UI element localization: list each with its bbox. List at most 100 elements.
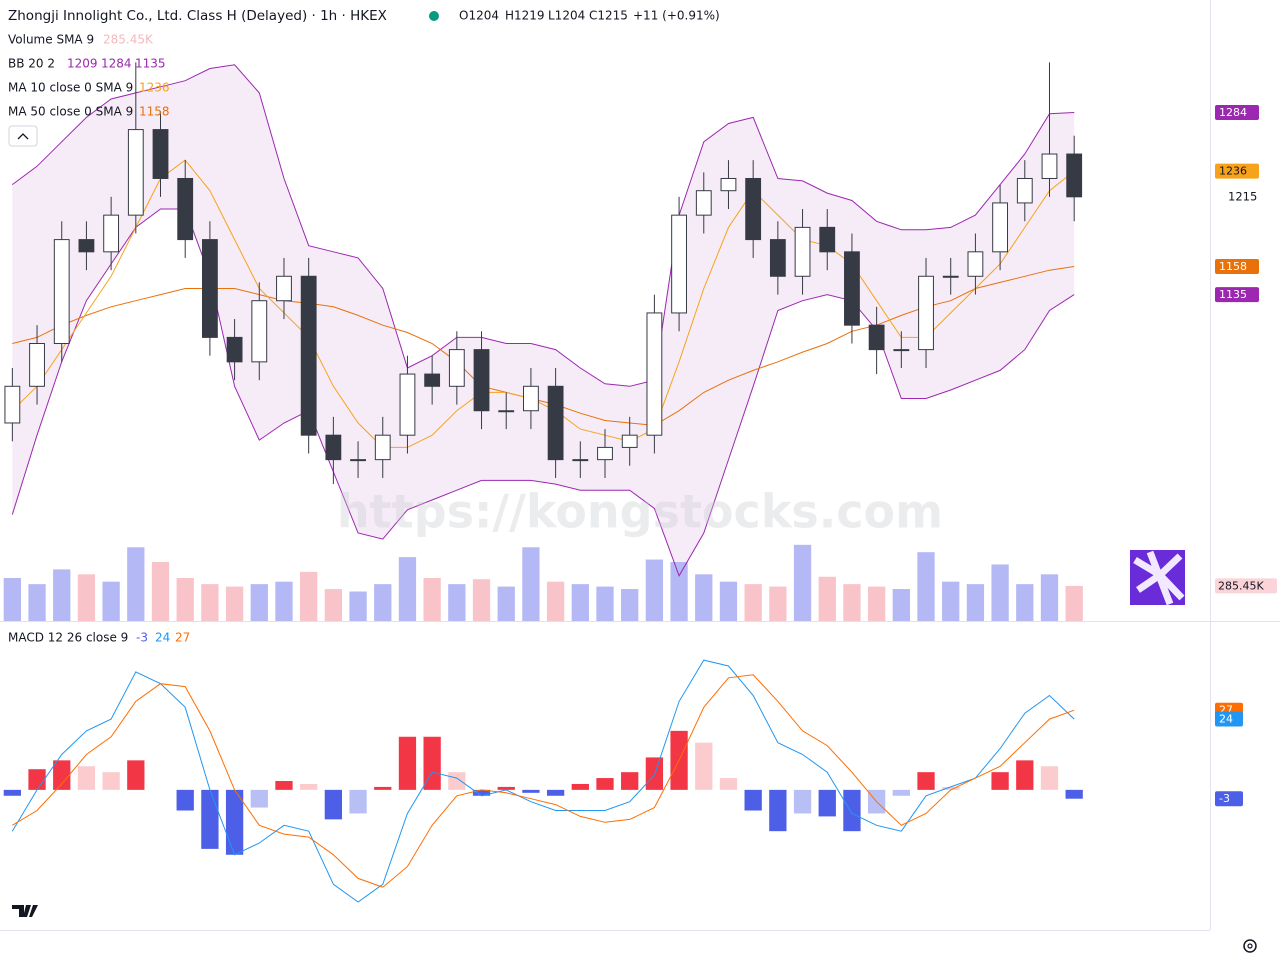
volume-bar [250,584,268,621]
candle-body [794,226,811,277]
candle-body [29,343,45,387]
volume-bar [942,581,960,621]
macd-tag-bg [1215,711,1243,727]
volume-legend-value: 285.45K [103,33,154,47]
hist-tag: -3 [1219,792,1230,805]
ma50-legend: MA 50 close 0 SMA 9 [8,105,133,119]
legend: Zhongji Innolight Co., Ltd. Class H (Del… [8,8,720,645]
volume-bar [127,547,145,621]
candle-body [844,251,860,326]
candle-body [868,324,885,351]
volume-bar [793,544,812,621]
bb-legend: BB 20 2 [8,57,55,71]
brand-logo [1130,550,1185,606]
candle-body [967,251,984,277]
candle-body [769,239,786,277]
macd-hist-bar [102,772,120,790]
volume-bar [645,559,664,621]
ma50-tag: 1158 [1219,260,1247,273]
candle-body [127,129,144,216]
macd-value: 24 [155,631,170,645]
volume-bar [398,557,417,621]
volume-bar [77,574,96,621]
macd-hist-bar [250,789,268,808]
ma50-value: 1158 [139,105,170,119]
volume-bar [621,589,639,621]
bb-fill [12,64,1075,576]
macd-hist-bar [3,789,21,796]
candle-body [745,177,762,241]
macd-hist-bar [1065,789,1083,799]
candle-body [942,275,959,278]
candle-body [350,459,366,462]
hist-tag-bg [1215,791,1243,807]
macd-hist-bar [1016,760,1034,790]
macd-hist-bar [28,769,46,790]
gear-ring[interactable] [1243,939,1257,953]
macd-hist-bar [398,736,417,790]
candle-body [646,312,663,436]
volume-bar [225,586,244,621]
ma10-tag: 1236 [1219,165,1247,178]
tv-logo[interactable] [12,905,38,917]
bb-upper-line [12,64,1075,387]
bb-basis-value: 1209 [67,57,98,71]
tv-logo-mark[interactable] [12,905,38,917]
bb-upper-tag-bg [1215,104,1259,120]
plot [3,62,1083,903]
candle-body [473,349,490,412]
candle-body [399,373,416,436]
macd-hist-bar [892,789,910,796]
macd-hist-bar [423,736,441,790]
volume-bar [670,562,688,621]
candle-body [226,336,243,363]
volume-bar [695,574,713,621]
logo-mark [1133,550,1185,606]
macd-hist-bar [942,786,960,790]
volume-bar [843,584,861,621]
candle-body [374,434,391,461]
volume-bar [867,586,886,621]
candle-body [53,239,70,345]
macd-hist-bar [201,789,219,849]
macd-hist-bar [744,789,762,811]
volume-bar [497,586,515,621]
volume-bar [991,564,1009,621]
volume-bar [892,589,910,621]
volume-bar [275,581,293,621]
macd-hist-bar [275,781,293,790]
candle-body [201,239,218,338]
candle-body [992,202,1009,253]
volume-bar [472,579,491,621]
macd-hist-bar [818,789,836,817]
macd-hist-bar [1040,766,1059,790]
ma10-line [11,159,1075,448]
volume-bar [176,578,194,621]
candle-body [78,239,95,253]
gear-hub [1247,943,1253,949]
collapse-box[interactable] [8,125,38,147]
macd-line [11,659,1075,903]
quote-close: C1215 [589,9,628,23]
candle-body [152,129,169,179]
ma50-line [12,266,1075,426]
quote-high: H1219 [505,9,545,23]
macd-hist-bar [127,760,145,790]
volume-bar [571,584,589,621]
volume-bar [151,562,170,621]
volume-legend: Volume SMA 9 [8,33,94,47]
collapse-button[interactable] [8,125,38,147]
volume-bar [102,581,120,621]
volume-tag: 285.45K [1218,579,1264,592]
volume-bar [3,578,21,621]
settings-button[interactable] [1243,939,1257,953]
macd-hist-bar [596,778,614,790]
macd-hist-bar [77,766,96,790]
macd-hist-bar [176,789,194,811]
macd-legend: MACD 12 26 close 9 [8,631,128,645]
ma50-tag-bg [1215,258,1259,274]
volume-bar [53,569,71,621]
candle-body [498,410,515,413]
macd-hist-bar [225,789,244,855]
